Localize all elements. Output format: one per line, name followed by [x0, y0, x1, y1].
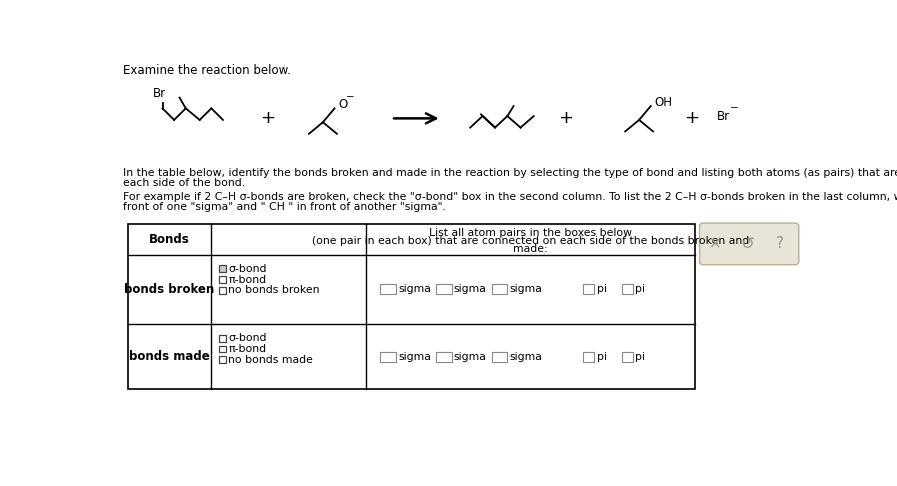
- Bar: [623, 352, 633, 362]
- Text: pi: pi: [597, 284, 606, 295]
- Text: π-bond: π-bond: [229, 344, 266, 354]
- Text: ?: ?: [776, 236, 784, 251]
- Text: sigma: sigma: [454, 284, 487, 295]
- FancyBboxPatch shape: [700, 223, 798, 265]
- Bar: [380, 352, 396, 362]
- Text: bonds broken: bonds broken: [125, 283, 214, 296]
- Text: front of one "sigma" and " CH " in front of another "sigma".: front of one "sigma" and " CH " in front…: [123, 202, 446, 212]
- Bar: [219, 335, 226, 342]
- Bar: [583, 352, 594, 362]
- Text: pi: pi: [635, 352, 645, 362]
- Text: Examine the reaction below.: Examine the reaction below.: [123, 65, 291, 77]
- Text: pi: pi: [597, 352, 606, 362]
- Text: (one pair in each box) that are connected on each side of the bonds broken and: (one pair in each box) that are connecte…: [312, 236, 749, 246]
- Text: no bonds broken: no bonds broken: [229, 285, 320, 295]
- Bar: [583, 284, 594, 295]
- Text: bonds made: bonds made: [129, 350, 210, 363]
- Text: σ-bond: σ-bond: [229, 264, 267, 274]
- Text: +: +: [684, 109, 700, 127]
- Text: +: +: [558, 109, 573, 127]
- Text: pi: pi: [635, 284, 645, 295]
- Text: For example if 2 C–H σ-bonds are broken, check the "σ-bond" box in the second co: For example if 2 C–H σ-bonds are broken,…: [123, 191, 897, 202]
- Text: each side of the bond.: each side of the bond.: [123, 178, 245, 189]
- Bar: [436, 352, 451, 362]
- Bar: [219, 356, 226, 363]
- Bar: [219, 346, 226, 352]
- Text: Br: Br: [153, 87, 166, 100]
- Text: π-bond: π-bond: [229, 275, 266, 285]
- Text: Br: Br: [717, 109, 730, 122]
- Text: In the table below, identify the bonds broken and made in the reaction by select: In the table below, identify the bonds b…: [123, 168, 897, 178]
- Bar: [492, 352, 508, 362]
- Bar: [492, 284, 508, 295]
- Bar: [436, 284, 451, 295]
- Text: ×: ×: [709, 236, 721, 251]
- Bar: [127, 224, 695, 389]
- Text: Bonds: Bonds: [149, 233, 190, 246]
- Text: ↺: ↺: [741, 235, 754, 253]
- Text: σ-bond: σ-bond: [229, 333, 267, 343]
- Bar: [219, 287, 226, 294]
- Bar: [623, 284, 633, 295]
- Text: no bonds made: no bonds made: [229, 355, 313, 365]
- Bar: [219, 276, 226, 283]
- Bar: [380, 284, 396, 295]
- Text: made:: made:: [513, 243, 548, 254]
- Text: sigma: sigma: [398, 284, 431, 295]
- Text: sigma: sigma: [509, 352, 543, 362]
- Text: sigma: sigma: [509, 284, 543, 295]
- Bar: [219, 265, 226, 272]
- Text: O: O: [338, 98, 348, 111]
- Text: OH: OH: [655, 97, 673, 109]
- Text: +: +: [259, 109, 274, 127]
- Text: sigma: sigma: [398, 352, 431, 362]
- Text: −: −: [346, 92, 355, 102]
- Text: −: −: [730, 104, 738, 113]
- Text: List all atom pairs in the boxes below: List all atom pairs in the boxes below: [429, 228, 632, 238]
- Text: sigma: sigma: [454, 352, 487, 362]
